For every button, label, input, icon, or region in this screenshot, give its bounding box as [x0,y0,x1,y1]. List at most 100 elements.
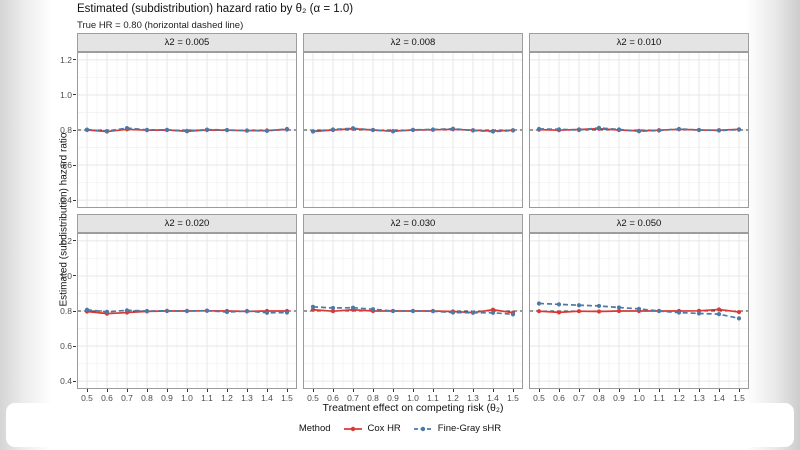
x-axis-tick-label: 1.0 [407,393,419,403]
y-axis-tick-label: 0.4 [60,195,72,206]
x-axis-tick-mark [558,389,560,392]
chart-title: Estimated (subdistribution) hazard ratio… [77,3,354,15]
x-axis-tick-label: 1.0 [633,393,645,403]
x-axis-tick-label: 0.6 [553,393,565,403]
series-fine-gray-shr [84,307,290,315]
x-axis-tick-mark [512,389,514,392]
x-axis-tick-mark [492,389,494,392]
x-axis-tick-mark [392,389,394,392]
x-axis-tick-mark [312,389,314,392]
right-edge-gradient [746,0,800,450]
facet-strip-0: λ2 = 0.005 [77,33,297,52]
x-axis-tick-label: 0.5 [81,393,93,403]
x-axis-tick-mark [738,389,740,392]
x-axis-tick-label: 0.9 [387,393,399,403]
bottom-right-card [652,403,794,447]
x-axis-tick-mark [578,389,580,392]
x-axis-tick-mark [698,389,700,392]
facet-strip-4: λ2 = 0.030 [303,214,523,233]
facet-strip-label: λ2 = 0.005 [164,37,210,48]
legend: Method Cox HR Fine-Gray sHR [0,423,800,434]
facet-strip-label: λ2 = 0.030 [390,218,436,229]
y-axis-tick-label: 1.2 [60,54,72,65]
left-edge-gradient [0,0,52,450]
bottom-left-card [6,403,148,447]
x-axis-tick-mark [332,389,334,392]
series-fine-gray-shr [536,301,742,321]
x-axis-tick-label: 0.7 [347,393,359,403]
y-axis-tick-label: 0.8 [60,125,72,135]
x-axis-tick-label: 0.7 [573,393,585,403]
x-axis-tick-mark [452,389,454,392]
x-axis-tick-label: 0.5 [533,393,545,403]
legend-title: Method [298,423,331,434]
legend-item-label: Fine-Gray sHR [437,423,502,434]
x-axis-tick-mark [86,389,88,392]
x-axis-tick-label: 1.4 [261,393,273,403]
series-fine-gray-shr [84,125,290,134]
facet-panel-0 [77,52,297,208]
y-axis-tick-mark [73,164,76,166]
facet-panel-5 [529,233,749,389]
x-axis-tick-mark [718,389,720,392]
facet-panel-4 [303,233,523,389]
x-axis-tick-label: 0.7 [121,393,133,403]
x-axis-tick-mark [266,389,268,392]
x-axis-tick-label: 0.9 [613,393,625,403]
facet-strip-label: λ2 = 0.020 [164,218,210,229]
legend-key-icon [413,426,432,431]
y-axis-tick-mark [73,59,76,61]
x-axis-tick-mark [618,389,620,392]
x-axis-tick-label: 0.5 [307,393,319,403]
legend-item-label: Cox HR [367,423,401,434]
series-fine-gray-shr [310,304,516,317]
x-axis-tick-mark [472,389,474,392]
x-axis-tick-mark [372,389,374,392]
x-axis-tick-mark [638,389,640,392]
x-axis-tick-label: 0.6 [327,393,339,403]
x-axis-tick-label: 1.2 [673,393,685,403]
x-axis-tick-label: 1.2 [221,393,233,403]
x-axis-tick-label: 1.5 [733,393,745,403]
legend-items: Cox HR Fine-Gray sHR [343,423,502,434]
x-axis-tick-label: 0.9 [161,393,173,403]
facet-panel-1 [303,52,523,208]
facet-panel-2 [529,52,749,208]
y-axis-tick-mark [73,345,76,347]
series-fine-gray-shr [310,126,516,134]
facet-strip-3: λ2 = 0.020 [77,214,297,233]
chart-subtitle: True HR = 0.80 (horizontal dashed line) [77,20,244,31]
x-axis-tick-label: 0.8 [593,393,605,403]
x-axis-tick-label: 1.5 [507,393,519,403]
x-axis-tick-mark [146,389,148,392]
x-axis-tick-label: 1.3 [693,393,705,403]
x-axis-label: Treatment effect on competing risk (θ₂) [322,402,504,414]
y-axis-tick-mark [73,310,76,312]
x-axis-tick-mark [186,389,188,392]
x-axis-tick-mark [658,389,660,392]
facet-strip-label: λ2 = 0.008 [390,37,436,48]
x-axis-tick-mark [126,389,128,392]
x-axis-tick-mark [246,389,248,392]
x-axis-tick-mark [106,389,108,392]
y-axis-tick-mark [73,275,76,277]
y-axis-tick-label: 0.6 [60,341,72,352]
x-axis-tick-label: 0.6 [101,393,113,403]
x-axis-tick-mark [412,389,414,392]
x-axis-tick-mark [286,389,288,392]
facet-panel-3 [77,233,297,389]
x-axis-tick-label: 1.1 [427,393,439,403]
y-axis-tick-label: 1.2 [60,235,72,246]
x-axis-tick-label: 1.3 [241,393,253,403]
x-axis-tick-mark [206,389,208,392]
y-axis-tick-mark [73,240,76,242]
y-axis-tick-label: 1.0 [60,89,72,100]
x-axis-tick-label: 1.0 [181,393,193,403]
y-axis-tick-mark [73,380,76,382]
series-fine-gray-shr [536,125,742,134]
x-axis-tick-label: 1.2 [447,393,459,403]
x-axis-tick-mark [166,389,168,392]
y-axis-tick-mark [73,129,76,131]
x-axis-tick-label: 0.8 [141,393,153,403]
